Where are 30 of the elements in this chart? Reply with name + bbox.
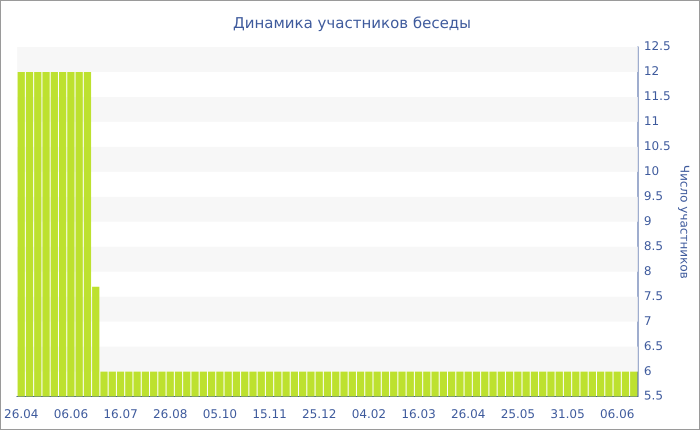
y-tick-label: 10	[644, 164, 660, 178]
y-tick-label: 7	[644, 314, 652, 328]
y-tick-label: 6.5	[644, 338, 663, 353]
x-tick-label: 25.05	[500, 406, 536, 421]
y-tick-label: 8	[644, 264, 652, 278]
x-tick-label: 15.11	[252, 406, 287, 421]
x-tick-label: 16.03	[401, 406, 436, 421]
x-tick-label: 06.06	[600, 406, 634, 421]
y-tick-label: 9.5	[644, 188, 663, 203]
y-tick-label: 10.5	[644, 139, 671, 154]
y-tick-label: 11	[644, 114, 660, 128]
x-tick-label: 31.05	[550, 406, 585, 421]
y-tick-label: 12	[644, 64, 660, 78]
y-tick-label: 8.5	[644, 238, 663, 253]
y-axis-title: Число участников	[678, 164, 692, 279]
y-tick-label: 5.5	[644, 388, 663, 403]
x-tick-label: 05.10	[202, 406, 238, 421]
x-tick-label: 16.07	[103, 406, 138, 421]
x-tick-label: 06.06	[54, 406, 88, 421]
x-tick-label: 26.04	[451, 406, 486, 421]
chart-title: Динамика участников беседы	[232, 14, 472, 32]
x-tick-label: 26.08	[153, 406, 188, 421]
x-tick-label: 04.02	[352, 406, 386, 421]
y-tick-label: 11.5	[644, 89, 671, 104]
x-tick-label: 26.04	[4, 406, 38, 421]
y-tick-label: 6	[644, 364, 652, 378]
x-tick-label: 25.12	[302, 406, 336, 421]
y-tick-label: 7.5	[644, 288, 663, 303]
y-tick-label: 9	[644, 214, 652, 228]
y-tick-label: 12.5	[644, 39, 671, 54]
